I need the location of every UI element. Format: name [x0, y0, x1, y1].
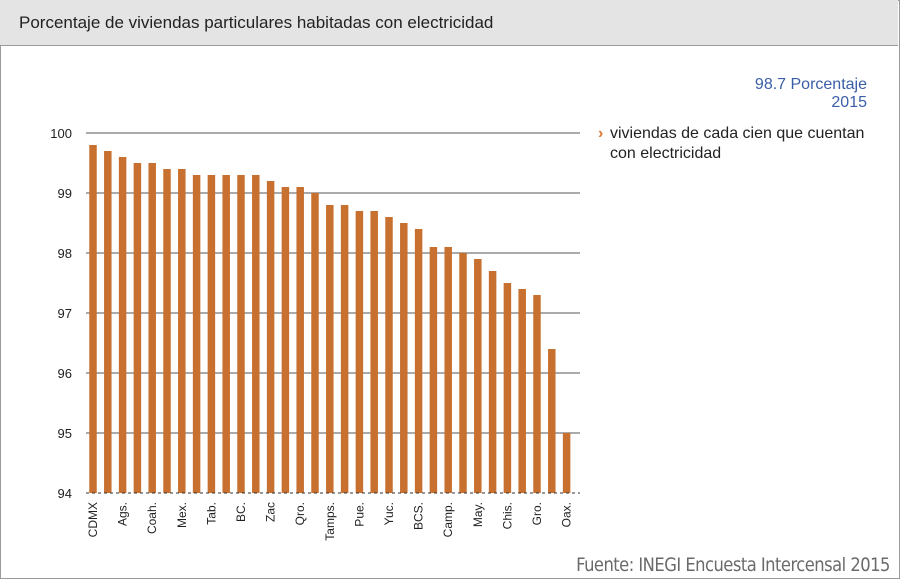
bar	[400, 223, 408, 493]
source-note: Fuente: INEGI Encuesta Intercensal 2015	[576, 554, 890, 576]
stat-block: 98.7 Porcentaje 2015	[755, 76, 867, 112]
x-tick-label: BC.	[234, 502, 248, 522]
bar	[370, 211, 378, 493]
bar	[326, 205, 334, 493]
bar	[178, 169, 186, 493]
bar	[148, 163, 156, 493]
bar	[548, 349, 556, 493]
x-tick-label: Chis.	[500, 502, 514, 529]
x-tick-label: Camp.	[441, 502, 455, 537]
bar	[89, 145, 97, 493]
header-bar: Porcentaje de viviendas particulares hab…	[0, 0, 898, 46]
bar	[311, 193, 319, 493]
bar	[252, 175, 260, 493]
x-tick-label: Oax.	[560, 502, 574, 527]
x-tick-label: CDMX	[86, 502, 100, 537]
bar	[104, 151, 112, 493]
x-tick-label: Tamps.	[323, 502, 337, 541]
bar	[237, 175, 245, 493]
y-tick-label: 95	[58, 426, 72, 441]
bar	[340, 205, 349, 493]
bar	[414, 229, 423, 493]
x-tick-label: Tab.	[204, 502, 218, 525]
bar	[429, 247, 438, 493]
bar	[488, 271, 497, 493]
bar	[266, 181, 275, 493]
bar	[207, 175, 216, 493]
bar	[118, 157, 127, 493]
y-tick-label: 99	[58, 186, 72, 201]
chart-title: Porcentaje de viviendas particulares hab…	[19, 13, 494, 32]
bar	[133, 163, 142, 493]
chevron-right-icon: ›	[598, 125, 604, 142]
bar	[192, 175, 201, 493]
bar	[518, 289, 526, 493]
y-tick-label: 96	[58, 366, 72, 381]
bar	[474, 259, 482, 493]
bar	[281, 187, 290, 493]
y-tick-label: 97	[58, 306, 72, 321]
x-tick-label: Mex.	[175, 502, 189, 528]
bar	[222, 175, 230, 493]
bar	[562, 433, 571, 493]
legend: › viviendas de cada cien que cuentan con…	[598, 124, 878, 164]
x-tick-label: Pue.	[352, 502, 366, 527]
stat-year: 2015	[831, 94, 867, 111]
x-tick-label: May.	[471, 502, 485, 527]
bar	[444, 247, 452, 493]
bar	[385, 217, 393, 493]
y-tick-label: 94	[58, 486, 72, 501]
y-tick-label: 100	[50, 126, 72, 141]
x-tick-label: Qro.	[293, 502, 307, 525]
bar	[533, 295, 541, 493]
x-tick-label: Gro.	[530, 502, 544, 525]
y-tick-label: 98	[58, 246, 72, 261]
bar	[296, 187, 304, 493]
x-tick-label: Zac	[264, 502, 278, 522]
x-tick-label: Coah.	[145, 502, 159, 534]
x-tick-label: Ags.	[116, 502, 130, 526]
bar	[163, 169, 171, 493]
legend-text: viviendas de cada cien que cuentan con e…	[610, 125, 865, 162]
x-tick-label: Yuc.	[382, 502, 396, 525]
stat-value: 98.7 Porcentaje	[754, 76, 867, 93]
bar	[503, 283, 512, 493]
x-tick-label: BCS.	[412, 502, 426, 530]
bar	[355, 211, 364, 493]
bar	[459, 253, 467, 493]
